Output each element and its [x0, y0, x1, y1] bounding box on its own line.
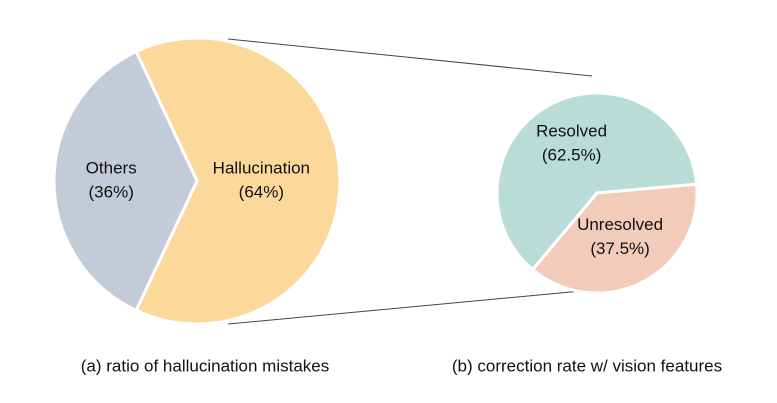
slice-value-label: (64%)	[239, 182, 284, 201]
slice-label: Resolved	[536, 122, 607, 141]
slice-label: Hallucination	[213, 158, 310, 177]
slice-value-label: (36%)	[89, 182, 134, 201]
pie-slice	[495, 91, 699, 272]
pie-slice	[530, 182, 699, 295]
pie-slice	[52, 49, 199, 313]
chart-title: (b) correction rate w/ vision features	[452, 356, 722, 375]
chart-title: (a) ratio of hallucination mistakes	[81, 356, 330, 375]
pie-slice	[134, 36, 342, 326]
connector-line	[227, 289, 593, 325]
slice-value-label: (62.5%)	[542, 146, 602, 165]
slice-label: Unresolved	[577, 215, 663, 234]
slice-value-label: (37.5%)	[590, 239, 650, 258]
connector-line	[227, 38, 593, 77]
slice-label: Others	[86, 158, 137, 177]
